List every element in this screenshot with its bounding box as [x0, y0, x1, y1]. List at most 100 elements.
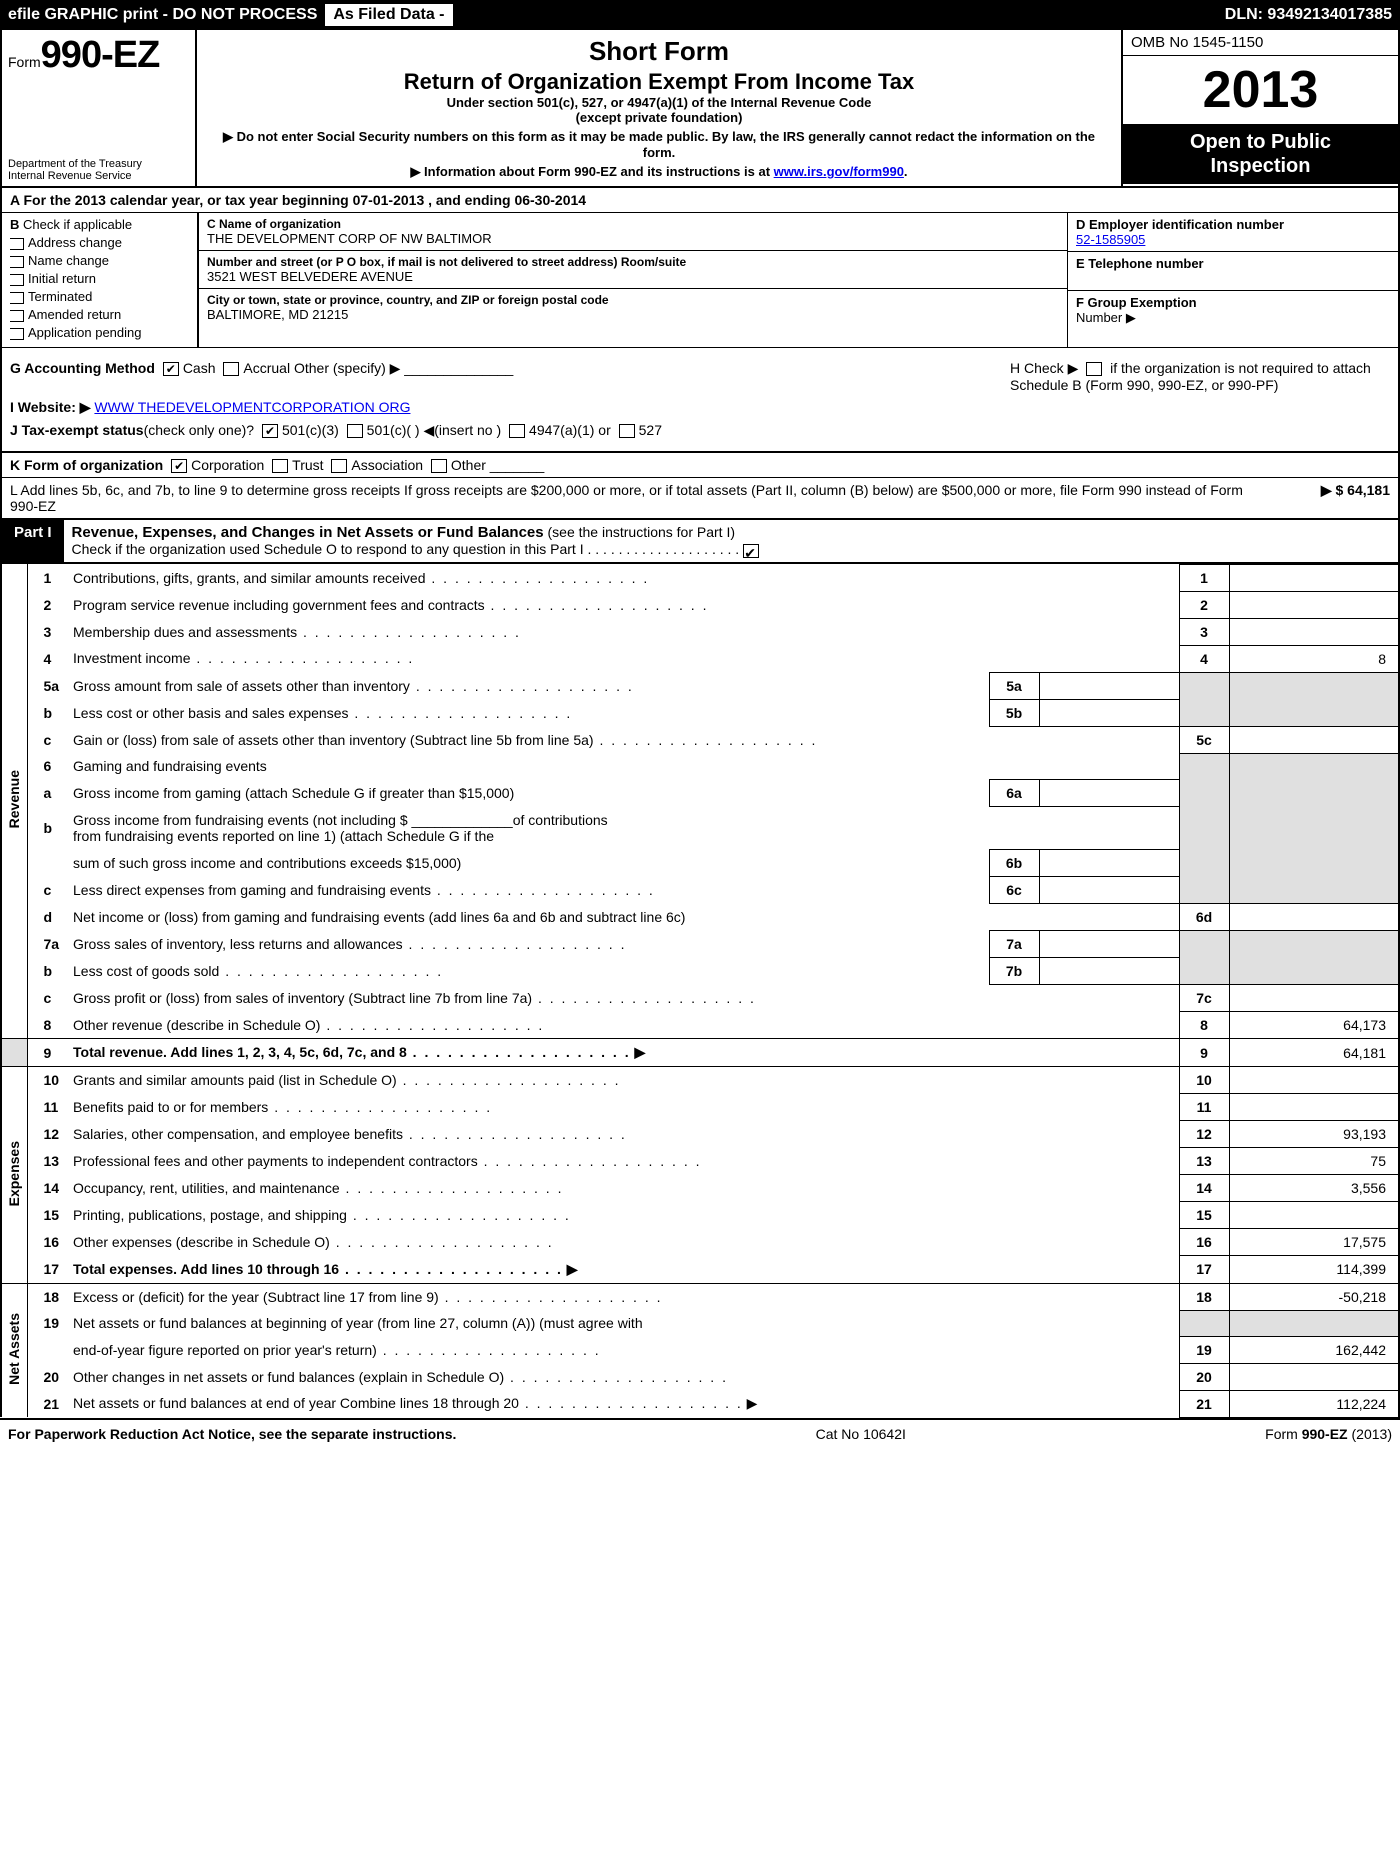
section-a: A For the 2013 calendar year, or tax yea… — [0, 188, 1400, 213]
open-public: Open to Public Inspection — [1123, 124, 1398, 184]
checkbox-icon[interactable]: ✔ — [171, 459, 187, 473]
l7c: Gross profit or (loss) from sales of inv… — [73, 990, 532, 1006]
checkbox-icon[interactable] — [10, 328, 24, 340]
e-tel-hdr: E Telephone number — [1076, 256, 1390, 271]
sub2: (except private foundation) — [207, 110, 1111, 125]
j1: 501(c)(3) — [282, 422, 339, 438]
website-link[interactable]: WWW THEDEVELOPMENTCORPORATION ORG — [94, 399, 410, 415]
l20: Other changes in net assets or fund bala… — [73, 1369, 504, 1385]
l19a: Net assets or fund balances at beginning… — [67, 1310, 1179, 1336]
l8: Other revenue (describe in Schedule O) — [73, 1017, 320, 1033]
l7b: Less cost of goods sold — [73, 963, 219, 979]
l-text: L Add lines 5b, 6c, and 7b, to line 9 to… — [10, 482, 1250, 514]
part1-title: Revenue, Expenses, and Changes in Net As… — [72, 524, 544, 541]
open1: Open to Public — [1127, 130, 1394, 154]
dept1: Department of the Treasury — [8, 158, 189, 170]
part1-table: Revenue 1Contributions, gifts, grants, a… — [0, 564, 1400, 1418]
h-text: H Check ▶ — [1010, 360, 1078, 376]
l19b: end-of-year figure reported on prior yea… — [73, 1342, 377, 1358]
checkbox-icon[interactable] — [509, 424, 525, 438]
v18: -50,218 — [1229, 1283, 1399, 1310]
l7a: Gross sales of inventory, less returns a… — [73, 936, 403, 952]
l14: Occupancy, rent, utilities, and maintena… — [73, 1180, 340, 1196]
form-number: Form990-EZ — [8, 34, 189, 77]
v19: 162,442 — [1229, 1336, 1399, 1363]
v12: 93,193 — [1229, 1121, 1399, 1148]
k-trust: Trust — [292, 457, 323, 473]
expenses-side: Expenses — [6, 1141, 22, 1206]
v8: 64,173 — [1229, 1012, 1399, 1039]
l6b1: Gross income from fundraising events (no… — [73, 812, 608, 828]
checkbox-icon[interactable] — [10, 274, 24, 286]
f-grp-hdr2: Number ▶ — [1076, 310, 1390, 326]
v4: 8 — [1229, 645, 1399, 672]
checkbox-icon[interactable] — [331, 459, 347, 473]
bullet2: ▶ Information about Form 990-EZ and its … — [410, 164, 773, 179]
b-checklist: Address change Name change Initial retur… — [10, 235, 189, 340]
section-c: C Name of organization THE DEVELOPMENT C… — [197, 213, 1068, 347]
l12: Salaries, other compensation, and employ… — [73, 1126, 403, 1142]
header-left: Form990-EZ Department of the Treasury In… — [2, 30, 197, 186]
l11: Benefits paid to or for members — [73, 1099, 268, 1115]
j4: 527 — [639, 422, 662, 438]
b-item: Amended return — [28, 307, 121, 322]
l-amount: ▶ $ 64,181 — [1250, 482, 1390, 514]
checkbox-icon[interactable] — [10, 292, 24, 304]
checkbox-icon[interactable]: ✔ — [743, 544, 759, 558]
f-grp-hdr: F Group Exemption — [1076, 295, 1390, 310]
k-corp: Corporation — [191, 457, 264, 473]
footer: For Paperwork Reduction Act Notice, see … — [0, 1418, 1400, 1448]
form-no: 990-EZ — [41, 34, 160, 76]
l15: Printing, publications, postage, and shi… — [73, 1207, 347, 1223]
l6b2: from fundraising events reported on line… — [73, 828, 494, 844]
efile-label: efile GRAPHIC print - DO NOT PROCESS — [8, 6, 317, 24]
part1-header: Part I Revenue, Expenses, and Changes in… — [0, 519, 1400, 563]
l16: Other expenses (describe in Schedule O) — [73, 1234, 330, 1250]
section-b: B Check if applicable Address change Nam… — [2, 213, 197, 347]
v16: 17,575 — [1229, 1229, 1399, 1256]
checkbox-icon[interactable] — [10, 238, 24, 250]
l6c: Less direct expenses from gaming and fun… — [73, 882, 431, 898]
b-label: B — [10, 217, 19, 232]
i-label: I Website: ▶ — [10, 399, 91, 415]
section-d: D Employer identification number 52-1585… — [1068, 213, 1398, 347]
checkbox-icon[interactable]: ✔ — [262, 424, 278, 438]
section-k: K Form of organization ✔Corporation Trus… — [0, 453, 1400, 478]
j-text: (check only one)? — [144, 422, 255, 438]
v9: 64,181 — [1229, 1039, 1399, 1067]
checkbox-icon[interactable] — [431, 459, 447, 473]
footer-right: Form 990-EZ (2013) — [1265, 1426, 1392, 1442]
checkbox-icon[interactable] — [10, 310, 24, 322]
b-item: Name change — [28, 253, 109, 268]
checkbox-icon[interactable] — [1086, 362, 1102, 376]
checkbox-icon[interactable] — [223, 362, 239, 376]
irs-link[interactable]: www.irs.gov/form990 — [774, 164, 904, 179]
l3: Membership dues and assessments — [73, 624, 297, 640]
dln-label: DLN: 93492134017385 — [1225, 6, 1392, 24]
org-city: BALTIMORE, MD 21215 — [207, 307, 1059, 322]
part1-sub: Check if the organization used Schedule … — [72, 541, 740, 557]
v13: 75 — [1229, 1148, 1399, 1175]
b-item: Address change — [28, 235, 122, 250]
section-l: L Add lines 5b, 6c, and 7b, to line 9 to… — [0, 478, 1400, 519]
checkbox-icon[interactable]: ✔ — [163, 362, 179, 376]
l5b: Less cost or other basis and sales expen… — [73, 705, 349, 721]
l4: Investment income — [73, 650, 191, 666]
checkbox-icon[interactable] — [347, 424, 363, 438]
ein-link[interactable]: 52-1585905 — [1076, 232, 1145, 247]
checkbox-icon[interactable] — [619, 424, 635, 438]
footer-left: For Paperwork Reduction Act Notice, see … — [8, 1426, 456, 1442]
checkbox-icon[interactable] — [272, 459, 288, 473]
checkbox-icon[interactable] — [10, 256, 24, 268]
netassets-side: Net Assets — [6, 1313, 22, 1385]
l10: Grants and similar amounts paid (list in… — [73, 1072, 397, 1088]
form-prefix: Form — [8, 54, 41, 70]
top-bar: efile GRAPHIC print - DO NOT PROCESS As … — [0, 0, 1400, 30]
open2: Inspection — [1127, 154, 1394, 178]
l9: Total revenue. Add lines 1, 2, 3, 4, 5c,… — [73, 1044, 407, 1060]
v21: 112,224 — [1229, 1390, 1399, 1417]
j3: 4947(a)(1) or — [529, 422, 611, 438]
c-street-hdr: Number and street (or P O box, if mail i… — [207, 255, 1059, 269]
k-assoc: Association — [351, 457, 423, 473]
part1-label: Part I — [2, 520, 64, 561]
